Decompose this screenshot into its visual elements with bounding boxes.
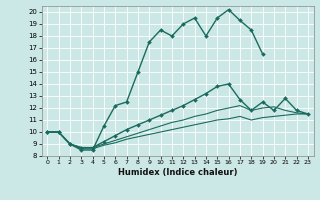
X-axis label: Humidex (Indice chaleur): Humidex (Indice chaleur) bbox=[118, 168, 237, 177]
